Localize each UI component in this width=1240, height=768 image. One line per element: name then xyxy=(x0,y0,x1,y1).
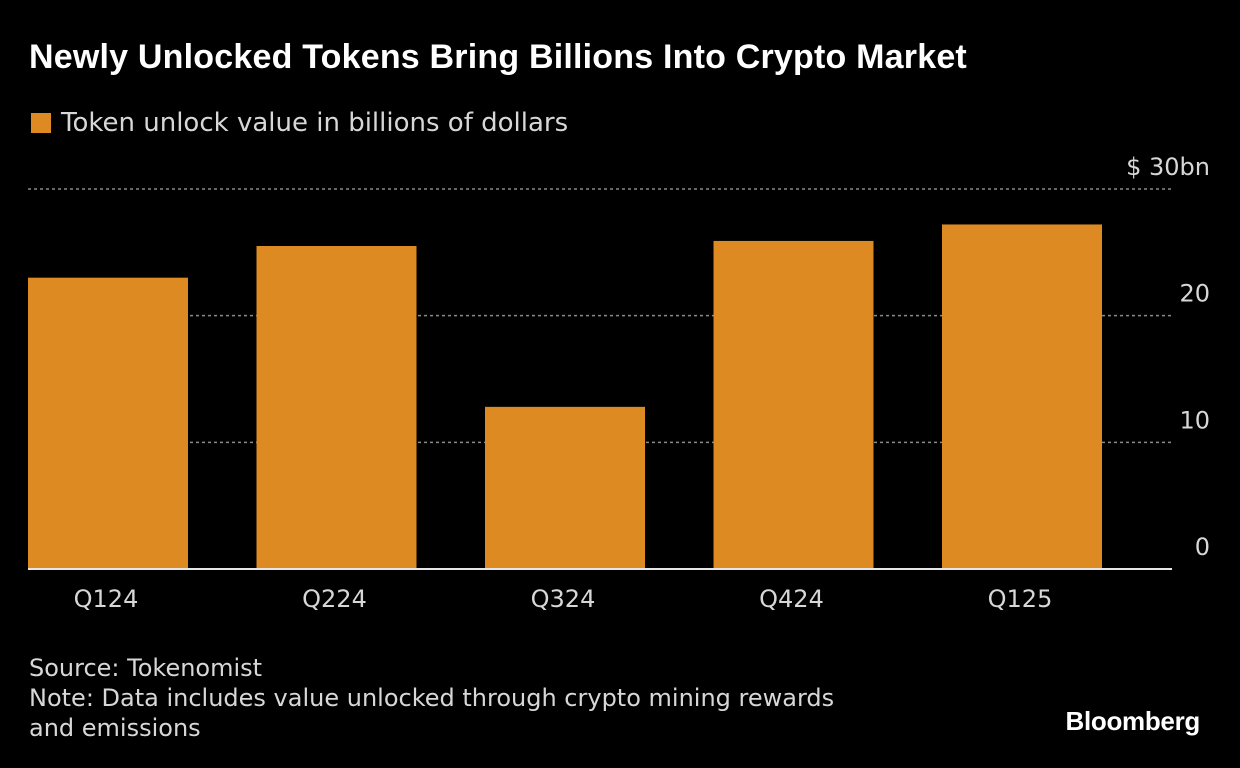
x-tick-label: Q424 xyxy=(759,585,824,613)
source-note: Source: Tokenomist xyxy=(29,654,263,682)
legend-label: Token unlock value in billions of dollar… xyxy=(61,108,569,138)
bar-chart: 0 10 20 $ 30bn Q124 Q224 Q324 Q424 Q125 xyxy=(28,153,1210,613)
bloomberg-logo: Bloomberg xyxy=(1065,706,1200,736)
bar xyxy=(713,240,874,569)
y-tick-label: 10 xyxy=(1179,406,1210,434)
legend: Token unlock value in billions of dollar… xyxy=(31,108,568,138)
x-tick-label: Q124 xyxy=(74,585,139,613)
data-note: Note: Data includes value unlocked throu… xyxy=(29,684,835,712)
x-tick-label: Q224 xyxy=(302,585,367,613)
chart-title: Newly Unlocked Tokens Bring Billions Int… xyxy=(29,38,967,76)
bar-layer xyxy=(28,224,1102,569)
label-layer: 0 10 20 $ 30bn Q124 Q224 Q324 Q424 Q125 xyxy=(74,153,1210,613)
x-tick-label: Q125 xyxy=(988,585,1053,613)
bar xyxy=(256,246,417,569)
bar xyxy=(485,406,645,569)
data-note-continued: and emissions xyxy=(29,714,201,742)
y-tick-label: $ 30bn xyxy=(1126,153,1210,181)
bar xyxy=(28,277,188,569)
footer: Source: Tokenomist Note: Data includes v… xyxy=(29,653,834,743)
y-tick-label: 0 xyxy=(1195,533,1210,561)
bar xyxy=(942,224,1102,569)
x-tick-label: Q324 xyxy=(531,585,596,613)
y-tick-label: 20 xyxy=(1179,280,1210,308)
legend-swatch xyxy=(31,113,51,133)
